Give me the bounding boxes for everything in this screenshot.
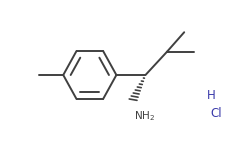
Text: H: H xyxy=(206,89,215,102)
Text: Cl: Cl xyxy=(210,107,221,120)
Text: NH$_2$: NH$_2$ xyxy=(134,110,155,123)
